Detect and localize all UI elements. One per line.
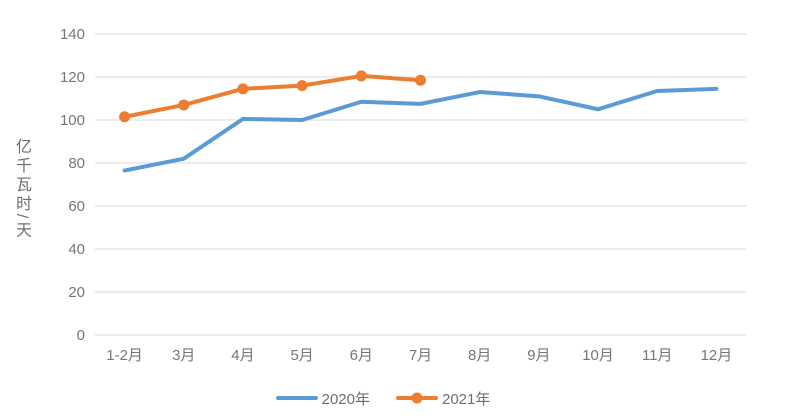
x-tick-label: 6月 (350, 347, 373, 364)
legend-item-2020: 2020年 (275, 388, 370, 409)
y-tick-label: 0 (77, 327, 85, 344)
data-point-2021年 (178, 99, 190, 111)
x-tick-label: 1-2月 (106, 347, 143, 364)
x-tick-label: 12月 (701, 347, 733, 364)
legend-marker-dot-icon (411, 392, 423, 404)
y-tick-label: 60 (68, 198, 85, 215)
data-point-2021年 (237, 83, 249, 95)
series-line-2021年 (122, 73, 423, 119)
y-axis-title: 亿千瓦时/天 (13, 137, 30, 241)
y-tick-label: 120 (60, 69, 85, 86)
series-line-2020年 (122, 86, 719, 173)
data-point-2021年 (119, 111, 131, 123)
y-tick-label: 40 (68, 241, 85, 258)
data-point-2021年 (296, 80, 308, 92)
x-tick-label: 8月 (468, 347, 491, 364)
data-point-2021年 (355, 70, 367, 82)
x-tick-label: 3月 (172, 347, 195, 364)
legend: 2020年 2021年 (0, 385, 779, 411)
legend-label-2020: 2020年 (321, 390, 370, 408)
x-tick-label: 4月 (231, 347, 254, 364)
x-tick-label: 11月 (642, 347, 673, 364)
x-tick-label: 5月 (290, 347, 313, 364)
data-point-2021年 (415, 74, 426, 86)
x-tick-label: 9月 (527, 347, 550, 364)
y-tick-label: 80 (68, 155, 85, 172)
legend-label-2021: 2021年 (442, 390, 491, 408)
x-tick-label: 10月 (582, 347, 614, 364)
legend-line-sample-2020 (275, 396, 318, 400)
y-tick-label: 140 (60, 26, 85, 43)
legend-item-2021: 2021年 (396, 388, 490, 409)
legend-line-sample-2021 (396, 392, 438, 404)
y-tick-label: 100 (60, 112, 85, 129)
y-tick-label: 20 (68, 284, 85, 301)
x-tick-label: 7月 (409, 347, 432, 364)
